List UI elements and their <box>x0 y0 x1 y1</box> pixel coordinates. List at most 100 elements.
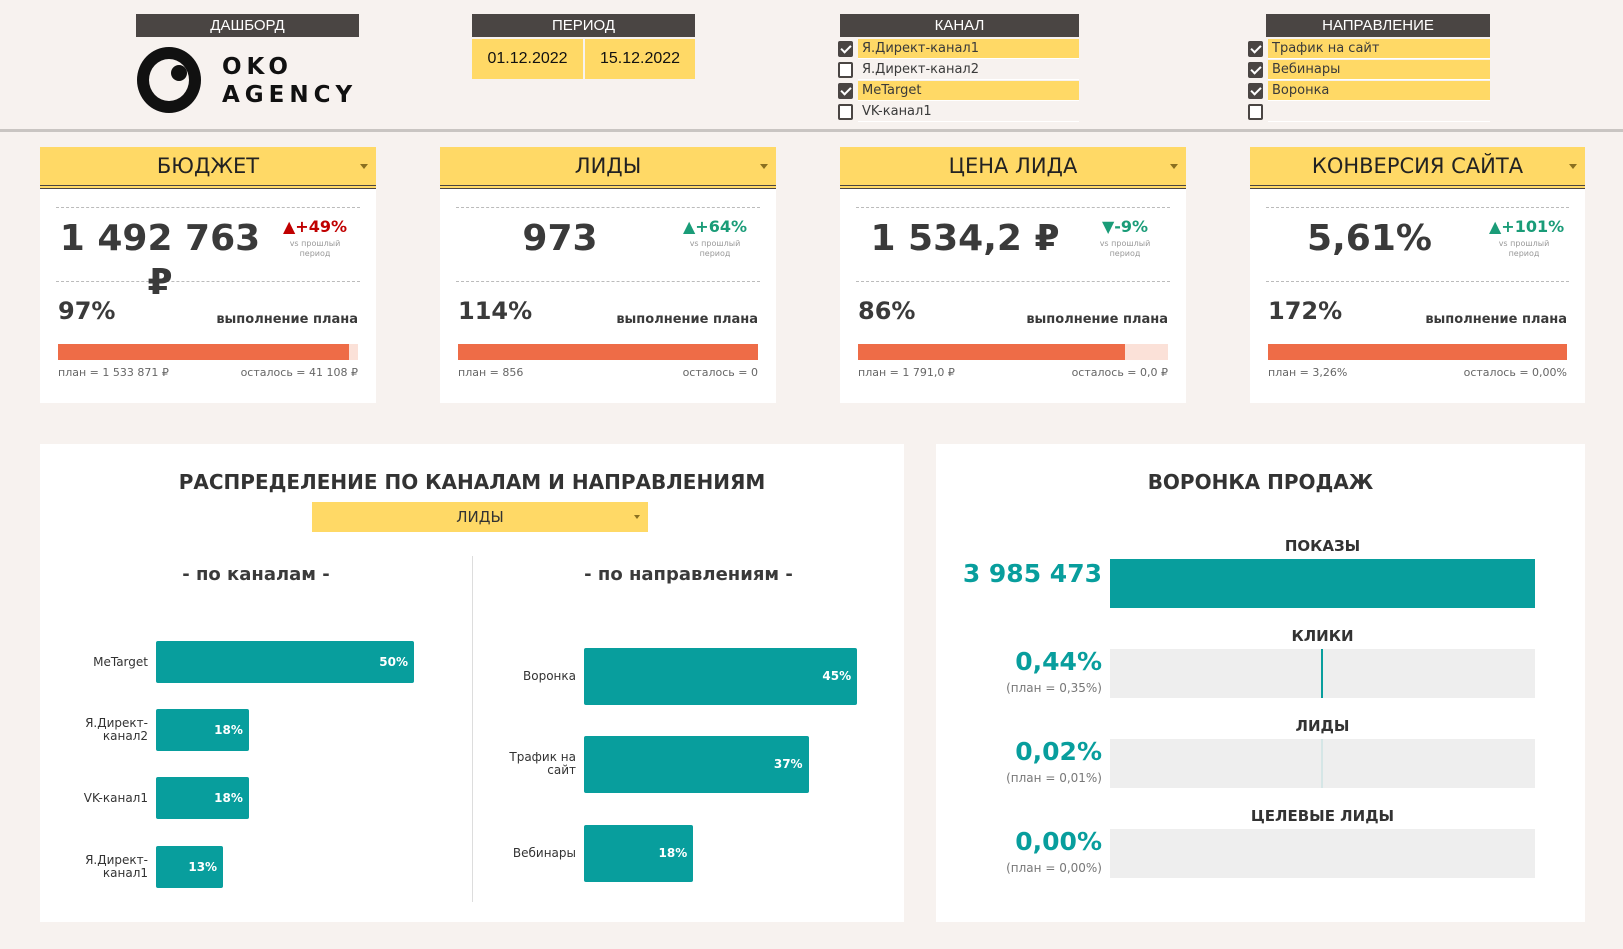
funnel-stage-value: 3 985 473 <box>962 559 1102 588</box>
delta-value: ▲+101% <box>1489 217 1565 236</box>
direction-filter-item-label: Воронка <box>1268 81 1490 101</box>
date-from[interactable]: 01.12.2022 <box>472 39 583 79</box>
funnel-stage-label: КЛИКИ <box>1291 627 1354 645</box>
plan-percent: 86% <box>858 297 916 325</box>
delta-note: vs прошлый период <box>689 239 741 258</box>
checkbox[interactable] <box>1248 41 1263 57</box>
plan-marker <box>1321 649 1323 698</box>
checkbox[interactable] <box>838 104 853 120</box>
plan-value: план = 1 533 871 ₽ <box>58 366 169 379</box>
bar-category-label: Я.Директ-канал2 <box>85 716 148 743</box>
plan-percent: 172% <box>1268 297 1343 325</box>
channel-filter-item-label: VK-канал1 <box>858 102 1079 122</box>
metric-dropdown[interactable]: ЛИДЫ <box>312 502 648 532</box>
bar-value-label: 18% <box>214 723 243 737</box>
kpi-metric-dropdown[interactable]: БЮДЖЕТ <box>40 147 376 189</box>
kpi-metric-dropdown[interactable]: ЛИДЫ <box>440 147 776 189</box>
direction-filter-item-label: Трафик на сайт <box>1268 39 1490 59</box>
eye-icon <box>137 47 201 113</box>
chevron-down-icon <box>1170 164 1178 169</box>
divider <box>56 207 360 208</box>
date-to[interactable]: 15.12.2022 <box>585 39 695 79</box>
plan-progress-bar <box>458 344 758 360</box>
directions-chart-title: - по направлениям - <box>584 564 793 585</box>
bar-value-label: 45% <box>822 668 852 683</box>
kpi-title: ЛИДЫ <box>574 154 642 178</box>
channel-filter-item[interactable]: MeTarget <box>838 81 1079 101</box>
plan-progress-bar <box>58 344 358 360</box>
chevron-down-icon <box>634 515 640 519</box>
checkbox[interactable] <box>838 41 853 57</box>
divider <box>856 281 1170 282</box>
delta-value: ▲+49% <box>282 217 347 236</box>
funnel-stage-value: 0,44% <box>1015 647 1102 676</box>
channel-filter-item-label: Я.Директ-канал2 <box>858 60 1079 80</box>
chevron-down-icon <box>760 164 768 169</box>
plan-progress-bar <box>1268 344 1567 360</box>
kpi-metric-dropdown[interactable]: ЦЕНА ЛИДА <box>840 147 1186 189</box>
kpi-delta: ▲+101% vs прошлый период <box>1489 217 1565 259</box>
bar: 50% <box>156 641 414 683</box>
divider <box>856 207 1170 208</box>
funnel-panel: ВОРОНКА ПРОДАЖ ПОКАЗЫ 3 985 473 КЛИКИ 0,44%… <box>936 444 1585 922</box>
bar-category-label: Трафик на сайт <box>509 750 576 777</box>
channel-filter-item[interactable]: VK-канал1 <box>838 102 1079 122</box>
plan-label: выполнение плана <box>1026 312 1168 327</box>
direction-filter-item[interactable]: Вебинары <box>1248 60 1490 80</box>
bar: 18% <box>156 777 249 819</box>
checkbox[interactable] <box>1248 83 1263 99</box>
direction-filter-item[interactable] <box>1248 102 1490 122</box>
channel-filter-item[interactable]: Я.Директ-канал1 <box>838 39 1079 59</box>
kpi-value: 5,61% <box>1307 218 1432 259</box>
plan-percent: 97% <box>58 297 116 325</box>
remaining-value: осталось = 41 108 ₽ <box>240 366 358 379</box>
divider <box>456 207 760 208</box>
plan-marker <box>1321 739 1323 788</box>
channel-filter-item-label: Я.Директ-канал1 <box>858 39 1079 59</box>
checkbox[interactable] <box>1248 62 1263 78</box>
direction-filter-item-label: Вебинары <box>1268 60 1490 80</box>
funnel-stage-bar <box>1110 559 1535 608</box>
oko-agency-logo: OKO AGENCY <box>137 47 362 113</box>
kpi-title: БЮДЖЕТ <box>156 154 260 178</box>
kpi-card: КОНВЕРСИЯ САЙТА 5,61% ▲+101% vs прошлый пер… <box>1250 147 1585 403</box>
bar-category-label: VK-канал1 <box>83 790 148 805</box>
checkbox[interactable] <box>1248 104 1263 120</box>
bar-category-label: MeTarget <box>93 654 148 669</box>
bar: 18% <box>584 824 694 882</box>
channels-chart-title: - по каналам - <box>182 564 330 585</box>
funnel-stage-label: ЦЕЛЕВЫЕ ЛИДЫ <box>1250 807 1395 825</box>
distribution-title: РАСПРЕДЕЛЕНИЕ ПО КАНАЛАМ И НАПРАВЛЕНИЯМ <box>178 470 766 494</box>
funnel-stage-value: 0,02% <box>1015 737 1102 766</box>
bar-value-label: 18% <box>658 845 688 860</box>
bar: 18% <box>156 709 249 751</box>
bar-category-label: Воронка <box>523 668 576 683</box>
funnel-stage-label: ЛИДЫ <box>1295 717 1350 735</box>
funnel-title: ВОРОНКА ПРОДАЖ <box>1147 470 1374 494</box>
plan-value: план = 856 <box>458 366 524 379</box>
direction-filter-item[interactable]: Трафик на сайт <box>1248 39 1490 59</box>
delta-note: vs прошлый период <box>1498 239 1550 258</box>
funnel-stage-plan: (план = 0,00%) <box>1006 861 1102 875</box>
bar-value-label: 18% <box>214 791 243 805</box>
plan-percent: 114% <box>458 297 533 325</box>
kpi-title: КОНВЕРСИЯ САЙТА <box>1311 154 1524 178</box>
checkbox[interactable] <box>838 83 853 99</box>
bar-value-label: 50% <box>379 655 408 669</box>
plan-label: выполнение плана <box>616 312 758 327</box>
channel-filter-item[interactable]: Я.Директ-канал2 <box>838 60 1079 80</box>
plan-value: план = 3,26% <box>1268 366 1348 379</box>
direction-filter-item-label <box>1268 102 1490 122</box>
funnel-stage-bar <box>1110 739 1535 788</box>
direction-filter-list: Трафик на сайт Вебинары Воронка <box>1248 39 1490 123</box>
kpi-card: ЛИДЫ 973 ▲+64% vs прошлый период 114% выполне… <box>440 147 776 403</box>
kpi-card: ЦЕНА ЛИДА 1 534,2 ₽ ▼-9% vs прошлый период 8… <box>840 147 1186 403</box>
checkbox[interactable] <box>838 62 853 78</box>
bar-value-label: 13% <box>188 860 218 874</box>
kpi-metric-dropdown[interactable]: КОНВЕРСИЯ САЙТА <box>1250 147 1585 189</box>
channel-filter-item-label: MeTarget <box>858 81 1079 101</box>
plan-progress-fill <box>58 344 349 360</box>
direction-filter-item[interactable]: Воронка <box>1248 81 1490 101</box>
divider <box>1266 281 1569 282</box>
bar-value-label: 37% <box>773 756 803 771</box>
